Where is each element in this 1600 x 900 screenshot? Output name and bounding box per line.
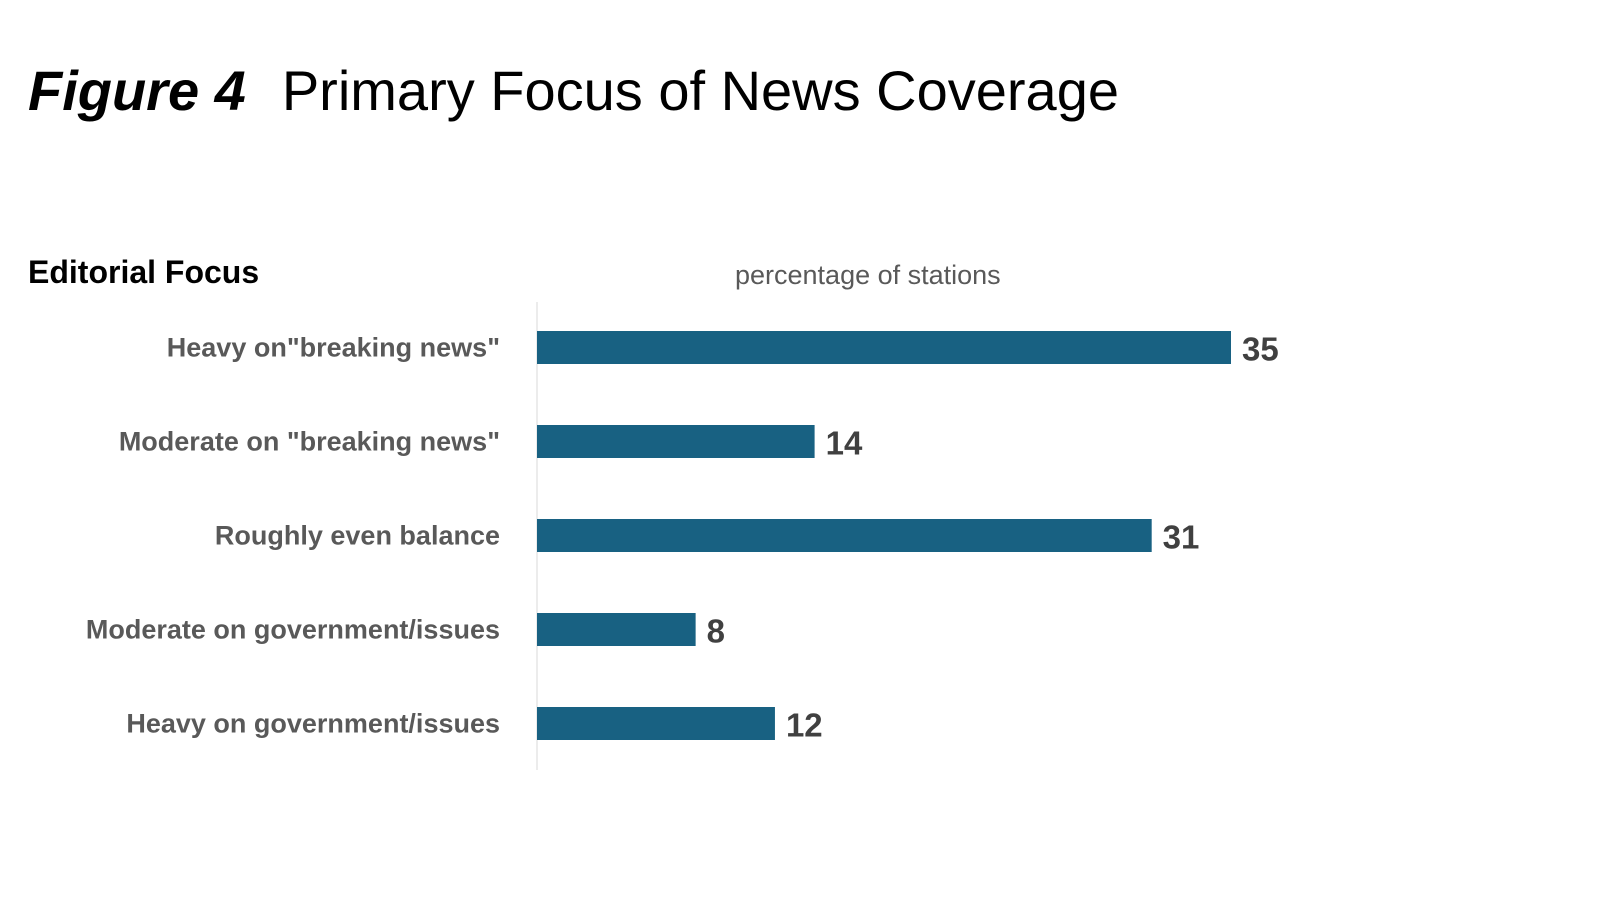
data-label: 35 [1242, 331, 1279, 368]
bar [537, 425, 815, 458]
data-label: 31 [1163, 519, 1200, 556]
bar [537, 707, 775, 740]
chart-subtitle: Editorial Focus [28, 254, 260, 290]
category-label: Heavy on"breaking news" [167, 333, 500, 363]
category-label: Roughly even balance [215, 521, 500, 551]
data-label: 12 [786, 707, 823, 744]
bar [537, 613, 696, 646]
category-label: Heavy on government/issues [126, 709, 500, 739]
data-label: 14 [826, 425, 863, 462]
category-label: Moderate on "breaking news" [119, 427, 500, 457]
chart-title: Figure 4 Primary Focus of News Coverage [28, 58, 1119, 123]
bar [537, 331, 1231, 364]
bar [537, 519, 1152, 552]
title-text: Primary Focus of News Coverage [281, 59, 1119, 122]
data-label: 8 [707, 613, 725, 650]
category-label: Moderate on government/issues [86, 615, 500, 645]
x-axis-label: percentage of stations [735, 260, 1001, 290]
figure-label: Figure 4 [28, 59, 246, 122]
